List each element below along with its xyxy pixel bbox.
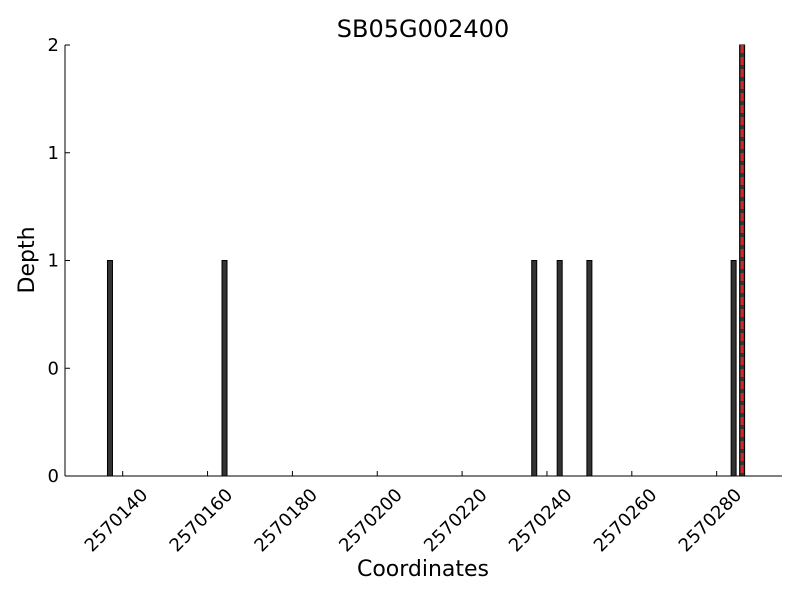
y-tick-label: 0 (48, 358, 59, 379)
x-axis-label: Coordinates (357, 557, 489, 582)
y-tick-label: 1 (48, 251, 59, 272)
bar (221, 260, 228, 477)
y-tick-label: 0 (48, 466, 59, 487)
bar (531, 260, 538, 477)
y-tick-label: 1 (48, 143, 59, 164)
y-tick-label: 2 (48, 35, 59, 56)
bar (586, 260, 593, 477)
chart-title: SB05G002400 (337, 15, 509, 43)
bar (730, 260, 737, 477)
y-axis-label: Depth (15, 226, 40, 293)
bar (556, 260, 563, 477)
bar (106, 260, 113, 477)
